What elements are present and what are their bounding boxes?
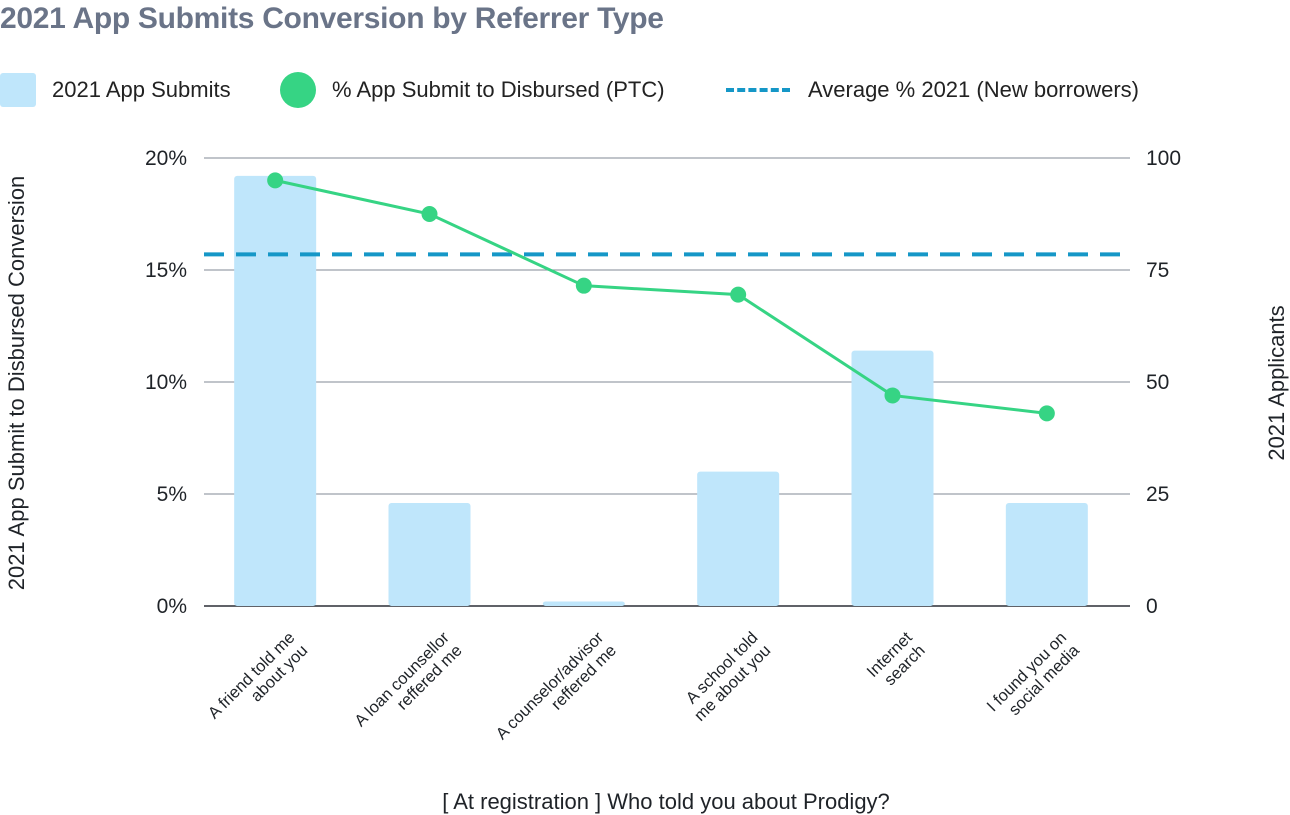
legend-label-average: Average % 2021 (New borrowers): [808, 77, 1139, 102]
chart-title: 2021 App Submits Conversion by Referrer …: [0, 2, 664, 35]
left-axis-ticks: 0% 5% 10% 15% 20%: [145, 147, 187, 618]
bar-series: [234, 175, 1088, 607]
legend-item-conversion: % App Submit to Disbursed (PTC): [280, 70, 665, 110]
category-label: Internetsearch: [864, 628, 929, 693]
right-tick-label: 75: [1146, 259, 1169, 282]
conversion-line: [274, 178, 1048, 415]
line-point: [1038, 405, 1055, 422]
category-label: A friend told meabout you: [205, 629, 312, 736]
left-tick-label: 5%: [157, 483, 187, 506]
bar-swatch-icon: [0, 73, 36, 107]
chart-legend: 2021 App Submits % App Submit to Disburs…: [0, 70, 1290, 110]
dashed-line-swatch-icon: [726, 88, 790, 92]
right-tick-label: 25: [1146, 483, 1169, 506]
line-point: [730, 286, 747, 303]
left-tick-label: 15%: [145, 259, 187, 282]
line-point: [421, 206, 438, 222]
line-point: [267, 172, 284, 189]
bar: [697, 471, 780, 606]
x-axis-title: [ At registration ] Who told you about P…: [442, 789, 890, 814]
line-series: [267, 172, 1055, 422]
line-point: [884, 387, 901, 404]
legend-item-app-submits: 2021 App Submits: [0, 70, 231, 110]
category-label: A loan counsellorreffered me: [351, 628, 466, 743]
left-tick-label: 0%: [157, 595, 187, 618]
right-tick-label: 0: [1146, 595, 1158, 618]
category-axis-labels: A friend told meabout you A loan counsell…: [205, 628, 1084, 756]
left-tick-label: 10%: [145, 371, 187, 394]
legend-label-conversion: % App Submit to Disbursed (PTC): [332, 77, 665, 102]
dot-swatch-icon: [280, 72, 316, 108]
bar: [542, 601, 625, 606]
left-axis-title: 2021 App Submit to Disbursed Conversion: [4, 176, 29, 591]
left-tick-label: 20%: [145, 147, 187, 170]
right-tick-label: 50: [1146, 371, 1169, 394]
category-label: A counselor/advisorreffered me: [493, 628, 621, 756]
bar: [388, 502, 471, 606]
gridlines: [204, 157, 1130, 607]
legend-label-app-submits: 2021 App Submits: [52, 77, 231, 102]
line-point: [575, 277, 592, 294]
bar: [234, 175, 317, 607]
bar: [851, 350, 934, 606]
right-tick-label: 100: [1146, 147, 1181, 170]
category-label: I found you onsocial media: [983, 628, 1083, 728]
category-label-line: A counselor/advisor: [493, 628, 608, 743]
right-axis-ticks: 0 25 50 75 100: [1146, 147, 1181, 618]
bar: [1005, 502, 1088, 606]
category-label: A school toldme about you: [678, 629, 774, 725]
right-axis-title: 2021 Applicants: [1264, 305, 1289, 460]
legend-item-average: Average % 2021 (New borrowers): [726, 70, 1139, 110]
